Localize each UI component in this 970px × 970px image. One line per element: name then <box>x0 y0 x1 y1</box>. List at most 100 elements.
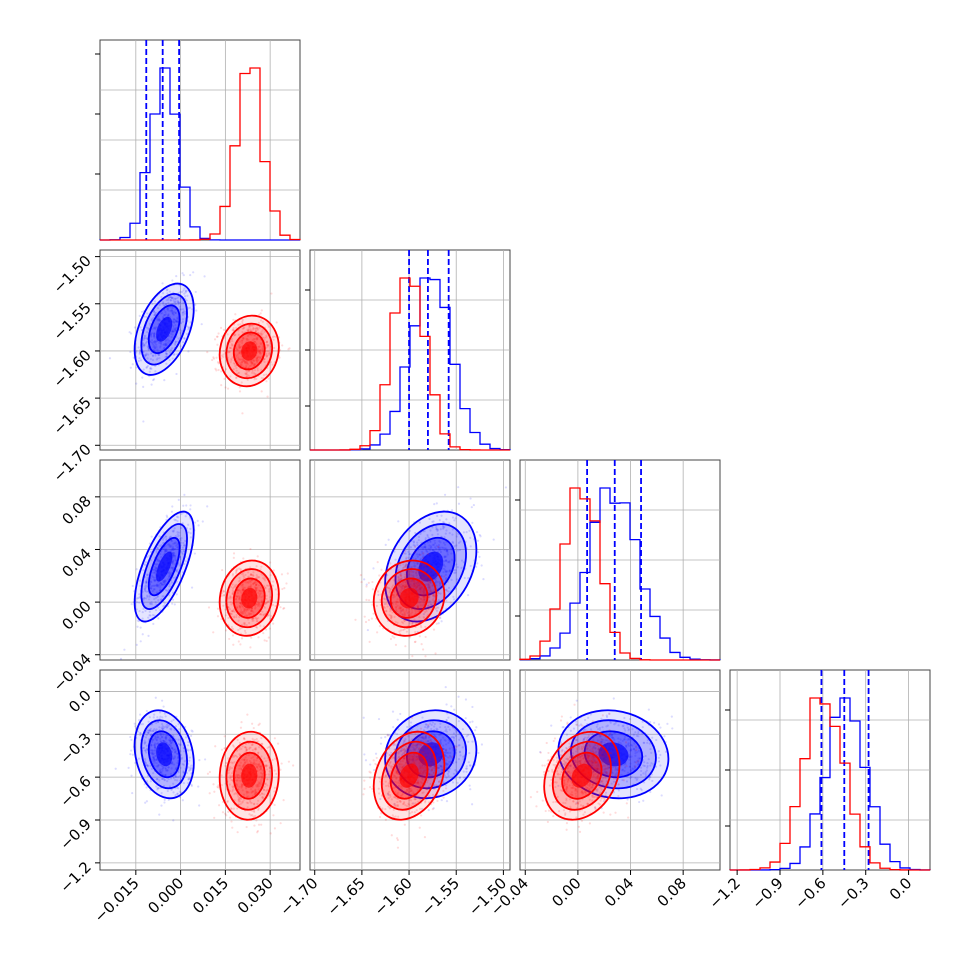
sample-point <box>437 545 440 548</box>
sample-point <box>465 767 469 770</box>
sample-point <box>152 752 155 756</box>
sample-point <box>165 549 169 553</box>
sample-point <box>152 588 156 591</box>
sample-point <box>411 566 414 569</box>
density-fill-3 <box>156 551 173 582</box>
sample-point <box>142 385 145 388</box>
sample-point <box>363 615 366 618</box>
sample-point <box>171 762 174 765</box>
sample-point <box>419 624 422 627</box>
sample-point <box>407 584 410 588</box>
sample-point <box>250 757 253 760</box>
sample-point <box>435 609 439 612</box>
sample-point <box>261 796 264 799</box>
sample-point <box>152 578 155 581</box>
sample-point <box>261 320 265 323</box>
sample-point <box>240 381 243 384</box>
sample-point <box>260 596 263 599</box>
sample-point <box>429 529 432 532</box>
sample-point <box>237 798 241 801</box>
sample-point <box>151 589 154 593</box>
sample-point <box>164 735 168 738</box>
sample-point <box>156 318 159 321</box>
sample-point <box>449 601 452 604</box>
density-fill-3 <box>399 587 419 609</box>
sample-point <box>191 730 194 733</box>
sample-point <box>251 790 255 793</box>
sample-point <box>229 807 233 810</box>
sample-point <box>237 372 240 375</box>
sample-point <box>272 569 275 572</box>
sample-point <box>246 360 249 363</box>
sample-point <box>413 562 416 565</box>
sample-point <box>174 750 177 753</box>
sample-point <box>157 319 160 322</box>
sample-point <box>181 341 185 344</box>
sample-point <box>177 337 180 340</box>
sample-point <box>151 343 154 346</box>
sample-point <box>256 336 259 339</box>
sample-point <box>253 790 257 793</box>
sample-point <box>249 581 252 584</box>
sample-point <box>242 588 245 591</box>
density-fill-3 <box>241 341 258 361</box>
sample-point <box>252 803 256 806</box>
sample-point <box>244 761 247 764</box>
sample-point <box>260 330 263 333</box>
sample-point <box>175 319 178 322</box>
sample-point <box>129 735 132 739</box>
sample-point <box>437 592 440 595</box>
sample-point <box>426 605 430 608</box>
sample-point <box>163 579 167 583</box>
sample-point <box>430 727 433 731</box>
sample-point <box>239 345 242 349</box>
sample-point <box>421 547 424 550</box>
sample-point <box>171 330 175 333</box>
sample-point <box>443 493 447 496</box>
sample-point <box>255 617 258 620</box>
sample-point <box>156 585 159 588</box>
sample-point <box>248 325 251 328</box>
sample-point <box>265 341 269 344</box>
sample-point <box>174 558 177 561</box>
sample-point <box>264 759 267 763</box>
sample-point <box>174 303 178 306</box>
sample-point <box>371 588 374 591</box>
sample-point <box>231 634 235 637</box>
sample-point <box>455 535 458 538</box>
sample-point <box>181 313 185 316</box>
sample-point <box>413 618 416 621</box>
density-contour-0 <box>133 282 195 376</box>
sample-point <box>256 757 259 760</box>
sample-point <box>178 531 181 534</box>
sample-point <box>149 357 153 361</box>
sample-point <box>421 716 424 719</box>
sample-point <box>427 582 430 586</box>
sample-point <box>428 566 432 570</box>
sample-point <box>280 762 283 765</box>
sample-point <box>167 298 170 301</box>
sample-point <box>149 587 153 590</box>
sample-point <box>235 376 238 380</box>
sample-point <box>406 571 409 574</box>
density-contour-2 <box>147 304 181 355</box>
sample-point <box>265 336 268 339</box>
sample-point <box>425 578 428 581</box>
sample-point <box>251 762 254 765</box>
sample-point <box>138 593 141 596</box>
sample-point <box>411 655 414 658</box>
sample-point <box>138 351 141 354</box>
sample-point <box>467 761 470 764</box>
sample-point <box>415 755 418 758</box>
sample-point <box>173 756 176 759</box>
sample-point <box>179 743 182 747</box>
sample-point <box>245 608 248 611</box>
sample-point <box>149 334 153 337</box>
sample-point <box>169 549 172 552</box>
sample-point <box>181 546 184 549</box>
sample-point <box>144 761 147 765</box>
sample-point <box>156 558 159 561</box>
sample-point <box>439 550 443 554</box>
sample-point <box>283 586 286 590</box>
sample-point <box>142 338 145 342</box>
